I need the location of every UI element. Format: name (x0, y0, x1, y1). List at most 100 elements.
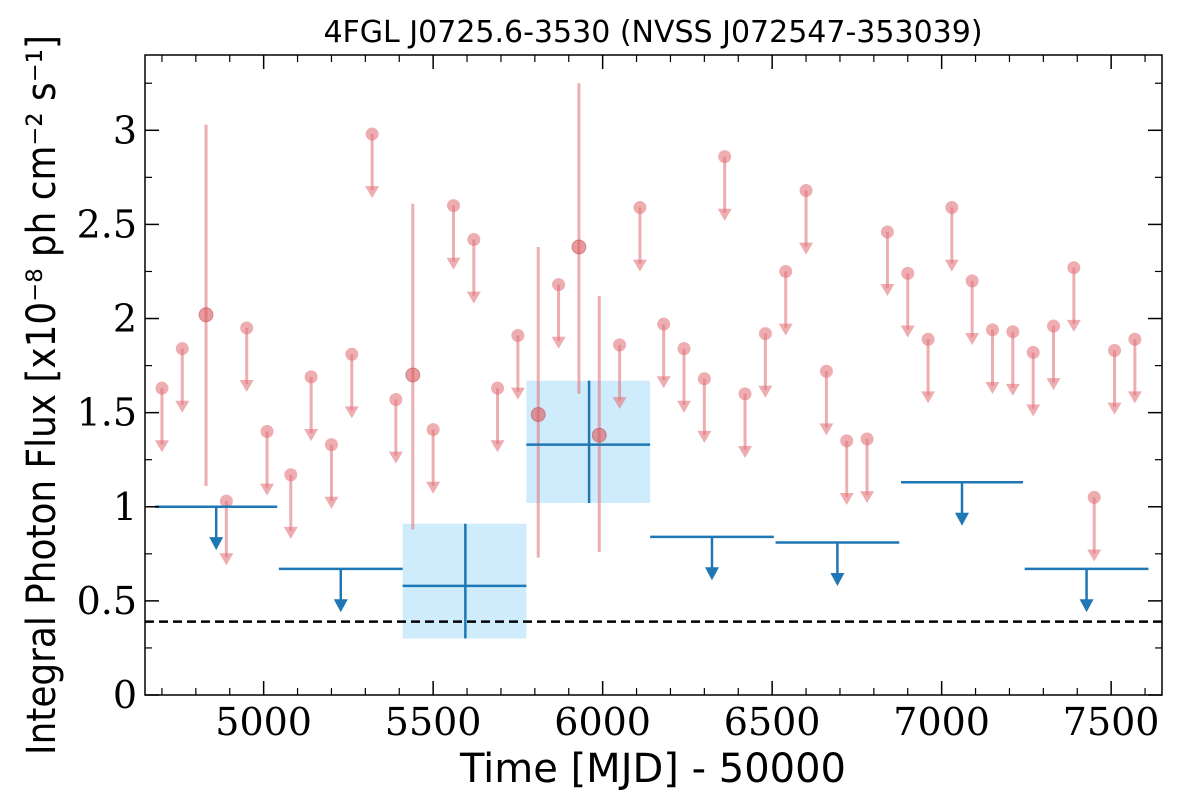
x-tick-label: 6000 (554, 700, 651, 744)
fine-upper-limit-arrowhead (260, 483, 275, 496)
fine-upper-limit-point (175, 342, 189, 356)
fine-upper-limit-point (986, 323, 999, 337)
fine-upper-limit-point (1047, 319, 1061, 333)
fine-upper-limit-arrowhead (551, 336, 566, 349)
fine-detection-point (198, 307, 214, 323)
fine-upper-limit-arrowhead (880, 284, 895, 297)
y-tick-label: 3 (113, 108, 137, 152)
fine-upper-limit-point (613, 338, 627, 352)
x-tick-label: 5000 (215, 700, 312, 744)
fine-detection-point (571, 239, 587, 255)
x-tick-label: 6500 (724, 700, 821, 744)
fine-upper-limit-arrowhead (944, 259, 959, 272)
fine-upper-limit-arrowhead (632, 259, 647, 272)
fine-upper-limit-point (1128, 332, 1142, 346)
fine-upper-limit-arrowhead (490, 440, 505, 453)
fine-upper-limit-arrowhead (154, 440, 169, 453)
fine-upper-limit-point (677, 342, 691, 356)
fine-upper-limit-arrowhead (466, 291, 481, 304)
y-tick-label: 1.5 (77, 391, 137, 435)
fine-detection-point (591, 427, 607, 443)
fine-upper-limit-point (155, 381, 169, 395)
fine-upper-limit-point (921, 332, 935, 346)
fine-upper-limit-arrowhead (1046, 378, 1061, 391)
fine-upper-limit-point (945, 200, 959, 214)
fine-upper-limit-point (426, 423, 440, 437)
fine-upper-limit-arrowhead (304, 429, 319, 441)
y-tick-label: 0.5 (77, 579, 137, 623)
long-bins-layer (155, 380, 1149, 639)
fine-upper-limit-arrowhead (426, 481, 441, 494)
fine-upper-limit-point (1108, 344, 1122, 358)
fine-upper-limit-arrowhead (239, 380, 254, 393)
fine-upper-limit-point (738, 387, 752, 401)
long-upper-limit-arrowhead (209, 537, 224, 551)
fine-upper-limit-point (1006, 325, 1020, 339)
fine-upper-limit-point (1067, 261, 1081, 275)
y-tick-label: 1 (113, 485, 137, 529)
y-tick-label: 0 (113, 673, 137, 717)
fine-upper-limit-arrowhead (175, 400, 190, 413)
fine-upper-limit-arrowhead (446, 257, 461, 270)
fine-upper-limit-arrowhead (344, 406, 359, 419)
fine-upper-limit-point (697, 372, 711, 386)
fine-upper-limit-arrowhead (738, 445, 753, 458)
fine-upper-limit-arrowhead (388, 451, 403, 464)
fine-upper-limit-point (446, 199, 460, 213)
plot-background (145, 55, 1162, 695)
fine-upper-limit-arrowhead (1127, 391, 1142, 404)
long-upper-limit-arrowhead (830, 572, 845, 586)
fine-upper-limit-arrowhead (778, 323, 793, 336)
fine-upper-limit-arrowhead (758, 385, 773, 398)
fine-upper-limit-arrowhead (1107, 402, 1122, 415)
tick-labels-layer: 5000 5500 6000 6500 7000 7500 0 0.5 1 1.5 2 2.5 3 (77, 108, 1160, 744)
fine-upper-limit-point (240, 321, 254, 335)
ticks-layer (145, 55, 1162, 696)
fine-upper-limit-arrowhead (656, 376, 671, 389)
fine-upper-limit-point (389, 392, 403, 406)
fine-upper-limit-arrowhead (921, 391, 936, 404)
x-tick-label: 7000 (893, 700, 990, 744)
long-upper-limit-arrowhead (954, 512, 969, 526)
fine-upper-limit-arrowhead (365, 186, 380, 199)
fine-upper-limit-arrowhead (1005, 383, 1020, 396)
y-axis-label: Integral Photon Flux [x10⁻⁸ ph cm⁻² s⁻¹] (19, 35, 65, 755)
fine-upper-limit-arrowhead (819, 423, 834, 436)
y-tick-label: 2.5 (77, 202, 137, 246)
long-upper-limit-arrowhead (333, 599, 348, 613)
x-tick-label: 7500 (1063, 700, 1160, 744)
x-tick-label: 5500 (385, 700, 482, 744)
long-upper-limit-arrowhead (704, 567, 719, 581)
fine-upper-limit-arrowhead (324, 496, 339, 509)
fine-upper-limit-arrowhead (1087, 549, 1102, 562)
fine-upper-limit-point (284, 468, 298, 482)
fine-upper-limit-arrowhead (510, 387, 525, 400)
y-tick-label: 2 (113, 297, 137, 341)
fine-upper-limit-point (880, 225, 894, 239)
fine-upper-limit-arrowhead (697, 430, 712, 443)
fine-upper-limit-point (965, 274, 979, 288)
fine-detection-point (530, 407, 546, 423)
fine-bins-layer (154, 83, 1142, 566)
fine-upper-limit-point (552, 278, 566, 292)
fine-upper-limit-point (1026, 345, 1040, 359)
fine-upper-limit-point (324, 438, 338, 452)
fine-upper-limit-point (345, 347, 359, 361)
fine-upper-limit-arrowhead (900, 325, 915, 338)
fine-upper-limit-point (260, 424, 274, 438)
fine-upper-limit-point (860, 432, 874, 446)
fine-upper-limit-arrowhead (799, 242, 814, 255)
plot-frame (144, 54, 1163, 696)
fine-upper-limit-arrowhead (717, 208, 732, 221)
fine-upper-limit-arrowhead (677, 400, 692, 413)
fine-upper-limit-arrowhead (860, 491, 875, 504)
fine-upper-limit-point (657, 317, 671, 331)
fine-upper-limit-point (1087, 490, 1101, 504)
long-upper-limit-arrowhead (1079, 599, 1094, 613)
fine-upper-limit-arrowhead (283, 526, 298, 539)
fine-upper-limit-point (819, 364, 833, 378)
fine-upper-limit-point (799, 184, 813, 198)
fine-upper-limit-point (365, 127, 379, 141)
